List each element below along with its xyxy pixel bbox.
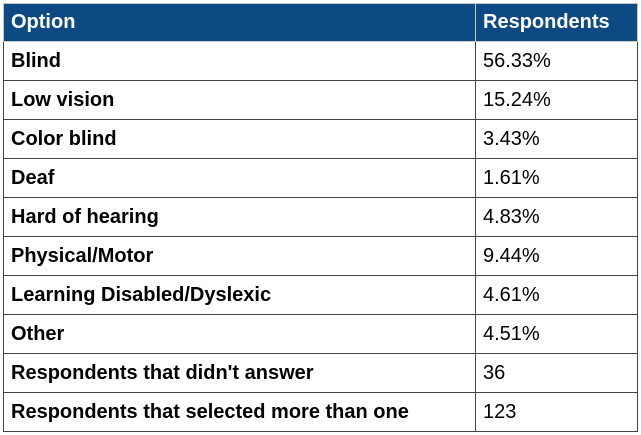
respondents-cell: 4.61% [475, 275, 638, 315]
option-cell: Respondents that didn't answer [3, 353, 476, 393]
table-row: Learning Disabled/Dyslexic 4.61% [3, 275, 638, 315]
respondents-cell: 15.24% [475, 80, 638, 120]
respondents-cell: 123 [475, 392, 638, 432]
respondents-cell: 36 [475, 353, 638, 393]
respondents-cell: 4.83% [475, 197, 638, 237]
option-cell: Physical/Motor [3, 236, 476, 276]
option-cell: Hard of hearing [3, 197, 476, 237]
table-row: Respondents that didn't answer 36 [3, 353, 638, 393]
table-row: Deaf 1.61% [3, 158, 638, 198]
table-row: Respondents that selected more than one … [3, 392, 638, 432]
respondents-cell: 3.43% [475, 119, 638, 159]
option-cell: Respondents that selected more than one [3, 392, 476, 432]
results-table-container: Option Respondents Blind 56.33% Low visi… [3, 3, 638, 432]
table-row: Other 4.51% [3, 314, 638, 354]
option-cell: Deaf [3, 158, 476, 198]
table-row: Hard of hearing 4.83% [3, 197, 638, 237]
respondents-cell: 1.61% [475, 158, 638, 198]
option-cell: Blind [3, 41, 476, 81]
option-cell: Low vision [3, 80, 476, 120]
column-header-option: Option [3, 3, 476, 42]
respondents-cell: 56.33% [475, 41, 638, 81]
respondents-cell: 4.51% [475, 314, 638, 354]
table-row: Blind 56.33% [3, 41, 638, 81]
option-cell: Color blind [3, 119, 476, 159]
table-header: Option Respondents [3, 3, 638, 42]
table-body: Blind 56.33% Low vision 15.24% Color bli… [3, 41, 638, 432]
table-row: Color blind 3.43% [3, 119, 638, 159]
column-header-respondents: Respondents [475, 3, 638, 42]
table-row: Low vision 15.24% [3, 80, 638, 120]
results-table: Option Respondents Blind 56.33% Low visi… [3, 3, 638, 432]
option-cell: Learning Disabled/Dyslexic [3, 275, 476, 315]
option-cell: Other [3, 314, 476, 354]
respondents-cell: 9.44% [475, 236, 638, 276]
header-row: Option Respondents [3, 3, 638, 42]
table-row: Physical/Motor 9.44% [3, 236, 638, 276]
